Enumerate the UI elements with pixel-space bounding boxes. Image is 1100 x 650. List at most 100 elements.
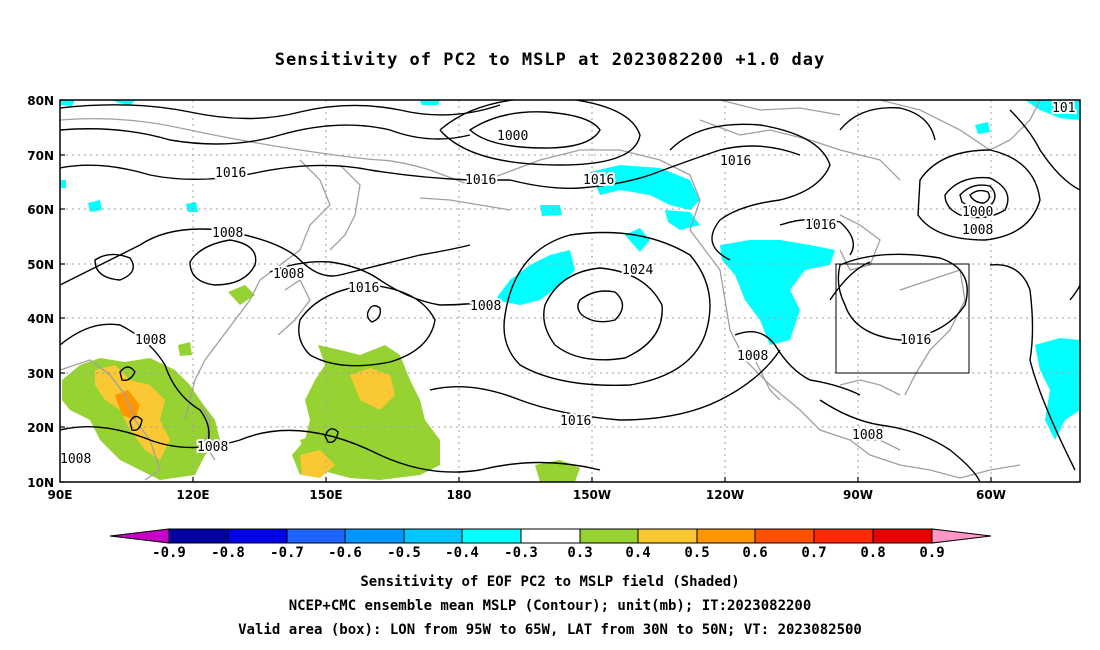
coastline-layer xyxy=(60,100,1041,481)
colorbar-label: 0.9 xyxy=(919,545,944,561)
contour-canada-1016 xyxy=(669,123,831,261)
shade-cyan-canada xyxy=(720,240,835,345)
shade-green-central-pacific xyxy=(535,460,580,482)
contour-label: 1016 xyxy=(215,166,246,181)
tick-layer xyxy=(60,99,992,483)
contour-ring-pacific xyxy=(439,100,641,166)
shade-cyan-canada-2 xyxy=(665,210,700,230)
contour-1016-conus xyxy=(837,253,968,341)
contour-1016-south xyxy=(60,426,601,473)
coast-gulf-mexico xyxy=(839,379,901,396)
contour-label: 1000 xyxy=(962,205,993,220)
shade-cyan-bc-coast xyxy=(625,228,650,252)
grid-layer xyxy=(60,100,1080,482)
contour-north-atlantic-arc xyxy=(839,106,936,141)
contour-label: 1008 xyxy=(212,226,243,241)
colorbar-cell xyxy=(754,528,815,544)
colorbar-label: 0.6 xyxy=(742,545,767,561)
colorbar-cell xyxy=(227,528,288,544)
contour-1016-atlantic-south xyxy=(989,264,1076,471)
caption-line-1: Sensitivity of EOF PC2 to MSLP field (Sh… xyxy=(360,574,740,590)
lon-label: 180 xyxy=(446,488,471,502)
contour-label: 1000 xyxy=(497,129,528,144)
colorbar-cell xyxy=(344,528,405,544)
shade-cyan-canada-3 xyxy=(540,205,562,216)
contour-label: 101 xyxy=(1052,101,1075,116)
coast-asia-north xyxy=(60,117,501,186)
contour-east-edge xyxy=(1069,284,1080,301)
contour-low-1000-atlantic xyxy=(944,176,1009,219)
contour-arctic-wave xyxy=(60,104,501,120)
shade-cyan-alaska xyxy=(590,165,700,210)
colorbar: -0.9 -0.8 -0.7 -0.6 -0.5 -0.4 -0.3 0.3 0… xyxy=(109,528,992,561)
lon-label: 150E xyxy=(309,488,342,502)
colorbar-cell xyxy=(461,528,522,544)
contour-label: 1008 xyxy=(273,267,304,282)
contour-1008-atlantic xyxy=(917,149,1041,241)
contour-1008-mexico xyxy=(734,331,861,396)
colorbar-label: -0.6 xyxy=(328,545,362,561)
contour-arctic-wave-2 xyxy=(60,124,471,145)
shade-cyan-siberia-1 xyxy=(88,200,102,212)
contour-label: 1016 xyxy=(805,218,836,233)
shade-green-small-1 xyxy=(228,285,255,305)
contour-low-ring-2 xyxy=(969,189,991,204)
lat-label: 30N xyxy=(27,367,54,381)
coast-canada-north xyxy=(699,119,901,181)
lon-label: 120W xyxy=(706,488,744,502)
plot-title: Sensitivity of PC2 to MSLP at 2023082200… xyxy=(274,50,826,70)
colorbar-cell xyxy=(403,528,463,544)
contour-label: 1008 xyxy=(197,440,228,455)
coast-hudson-bay xyxy=(839,214,881,271)
contour-label: 1016 xyxy=(900,333,931,348)
colorbar-cell xyxy=(168,528,229,544)
shade-yellow-west-pacific-2 xyxy=(300,450,335,478)
contour-label: 1008 xyxy=(737,349,768,364)
lat-label: 60N xyxy=(27,203,54,217)
shade-cyan-atlantic xyxy=(1035,338,1080,440)
colorbar-label: 0.7 xyxy=(801,545,826,561)
contour-label: 1016 xyxy=(560,414,591,429)
coast-kamchatka xyxy=(329,164,361,251)
colorbar-label: 0.4 xyxy=(625,545,650,561)
shade-yellow-west-pacific xyxy=(350,368,395,410)
shade-cyan-arctic-4 xyxy=(1025,100,1080,120)
contour-1008-island-loop xyxy=(129,415,143,431)
contour-small-ring xyxy=(366,305,382,323)
lon-label: 90W xyxy=(843,488,873,502)
contour-siberia-1008-loop xyxy=(189,239,257,286)
caption-line-3: Valid area (box): LON from 95W to 65W, L… xyxy=(238,622,862,638)
coast-aleutians xyxy=(419,197,511,211)
valid-area-box xyxy=(835,263,970,374)
contour-low-1000-pacific xyxy=(468,111,601,149)
colorbar-label: -0.3 xyxy=(504,545,538,561)
contour-label: 1016 xyxy=(348,281,379,296)
coast-greenland xyxy=(879,100,1041,151)
shade-orange-southeast-asia xyxy=(115,390,140,420)
colorbar-label: 0.3 xyxy=(567,545,592,561)
map-frame xyxy=(59,99,1081,483)
coast-indochina xyxy=(60,359,161,481)
contour-asia-1008 xyxy=(60,228,471,286)
contour-label: 1016 xyxy=(720,154,751,169)
coast-philippines xyxy=(199,404,216,461)
shade-green-small-3 xyxy=(300,436,316,450)
contour-siberia-1008-west xyxy=(94,253,134,281)
contour-1016-atlantic-east xyxy=(1009,109,1080,191)
shade-cyan-siberia-2 xyxy=(186,202,198,212)
contour-label: 1016 xyxy=(583,173,614,188)
colorbar-label: -0.9 xyxy=(152,545,186,561)
lat-axis: 80N 70N 60N 50N 40N 30N 20N 10N xyxy=(27,94,54,490)
contour-1016-west-pacific-ring xyxy=(298,284,436,367)
shade-green-west-pacific xyxy=(292,345,440,480)
colorbar-cell xyxy=(579,528,639,544)
contour-1016-subtropical xyxy=(429,349,781,421)
colorbar-label: -0.5 xyxy=(387,545,421,561)
shade-cyan-greenland xyxy=(975,122,990,134)
lon-axis: 90E 120E 150E 180 150W 120W 90W 60W xyxy=(48,488,1006,502)
lat-label: 80N xyxy=(27,94,54,108)
colorbar-label: 0.5 xyxy=(684,545,709,561)
contour-label: 1024 xyxy=(622,263,653,278)
contour-high-1024 xyxy=(543,267,663,361)
